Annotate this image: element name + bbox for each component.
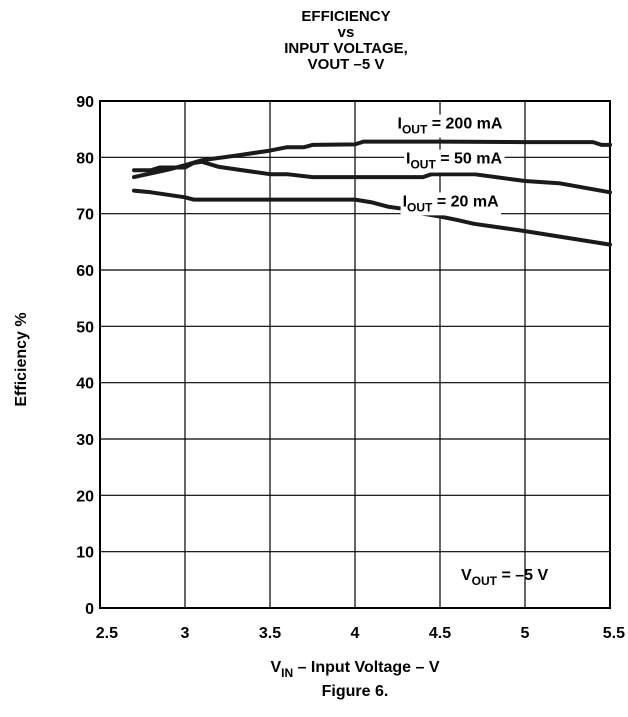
y-tick-label: 80 xyxy=(76,150,94,167)
x-tick-label: 3 xyxy=(181,625,190,642)
title-line: VOUT –5 V xyxy=(308,56,385,73)
title-line: EFFICIENCY xyxy=(301,8,390,25)
x-tick-label: 5 xyxy=(521,625,530,642)
y-tick-label: 60 xyxy=(76,263,94,280)
y-tick-label: 30 xyxy=(76,432,94,449)
x-tick-label: 3.5 xyxy=(259,625,281,642)
y-tick-label: 0 xyxy=(85,601,94,618)
x-tick-label: 5.5 xyxy=(603,625,625,642)
x-axis-title: VIN – Input Voltage – V xyxy=(270,659,439,680)
series-line xyxy=(132,159,612,195)
series-label-bg xyxy=(400,192,502,216)
y-axis-ticks: 0 10 20 30 40 50 60 70 80 90 xyxy=(76,94,94,618)
y-tick-label: 50 xyxy=(76,319,94,336)
title-line: vs xyxy=(338,24,355,41)
x-tick-label: 4.5 xyxy=(429,625,451,642)
y-tick-label: 90 xyxy=(76,94,94,111)
series-labels: IOUT = 200 mA IOUT = 50 mA IOUT = 20 mA xyxy=(395,114,505,216)
series-line xyxy=(132,188,612,247)
title-line: INPUT VOLTAGE, xyxy=(284,40,408,57)
y-axis-title: Efficiency % xyxy=(13,312,30,406)
x-tick-label: 2.5 xyxy=(96,625,118,642)
vout-annotation: VOUT = –5 V xyxy=(461,567,548,588)
y-tick-label: 10 xyxy=(76,545,94,562)
y-tick-label: 70 xyxy=(76,207,94,224)
series-line xyxy=(132,139,612,180)
series-label: IOUT = 20 mA xyxy=(403,193,500,214)
plot-frame xyxy=(99,100,611,609)
y-tick-label: 20 xyxy=(76,488,94,505)
series-label: IOUT = 200 mA xyxy=(398,116,503,137)
series-lines xyxy=(132,139,612,247)
figure-caption: Figure 6. xyxy=(322,683,389,700)
x-tick-label: 4 xyxy=(351,625,360,642)
x-axis-ticks: 2.5 3 3.5 4 4.5 5 5.5 xyxy=(96,625,625,642)
series-label-bg xyxy=(395,114,505,138)
series-label-bg xyxy=(404,149,505,173)
y-tick-label: 40 xyxy=(76,376,94,393)
annotations: VOUT = –5 V xyxy=(461,567,548,588)
series-label: IOUT = 50 mA xyxy=(406,151,503,172)
